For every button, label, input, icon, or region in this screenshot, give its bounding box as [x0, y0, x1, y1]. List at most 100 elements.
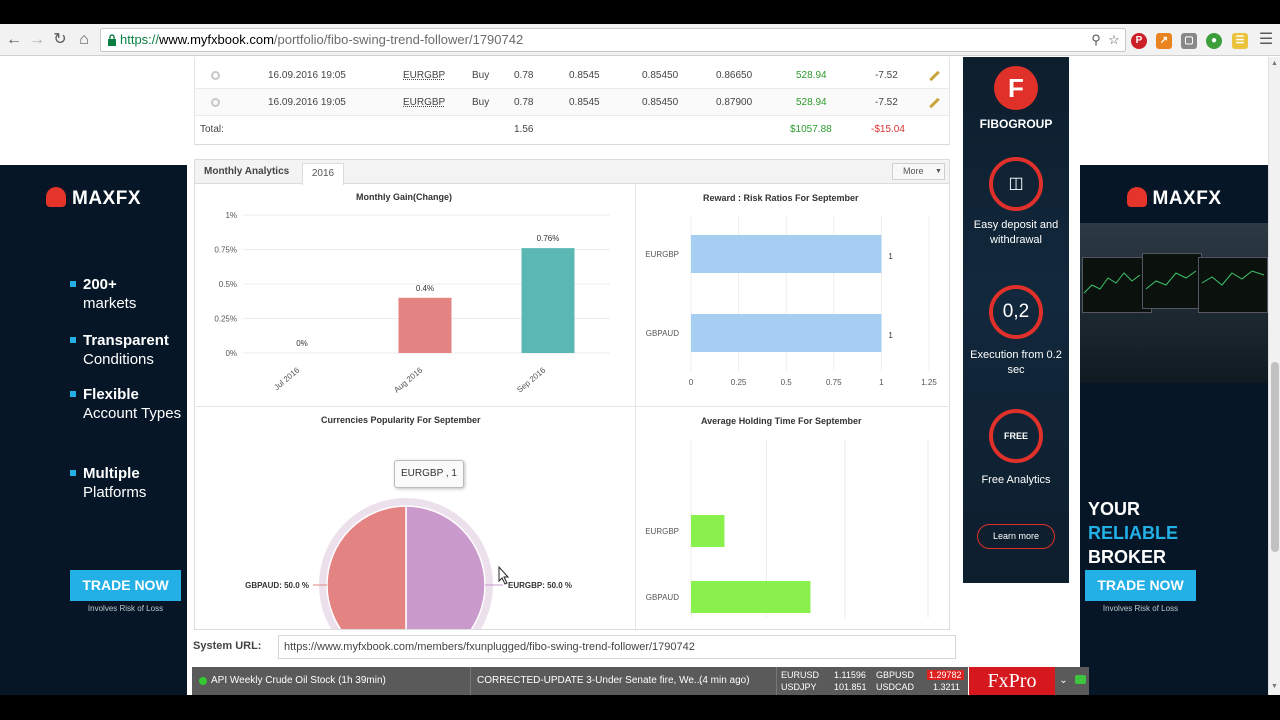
total-label: Total: — [200, 124, 224, 135]
bullet-icon — [70, 337, 76, 343]
trade-sl: 0.85450 — [642, 70, 679, 81]
maxfx-logo: MAXFX — [0, 187, 187, 210]
window-top-bar — [0, 0, 1280, 24]
trade-profit: 528.94 — [796, 97, 827, 108]
fxpro-logo[interactable]: FxPro — [969, 667, 1055, 695]
mouse-cursor-icon — [498, 565, 510, 585]
trade-swap: -7.52 — [875, 97, 898, 108]
trade-action: Buy — [472, 97, 490, 108]
ad-feature: Transparent Conditions — [83, 332, 169, 368]
pie-label: EURGBP: 50.0 % — [508, 581, 572, 590]
trade-lots: 0.78 — [514, 97, 534, 108]
menu-icon[interactable]: ☰ — [1258, 31, 1274, 48]
fibogroup-ad[interactable]: F FIBOGROUP ◫ Easy deposit and withdrawa… — [963, 57, 1069, 583]
scroll-up-icon[interactable]: ▲ — [1271, 60, 1278, 67]
ad-feature: Multiple Platforms — [83, 465, 147, 501]
pencil-icon[interactable] — [929, 70, 940, 82]
y-tick-label: EURGBP — [645, 527, 679, 536]
trade-price: 0.8545 — [569, 70, 600, 81]
free-analytics-badge: FREE — [989, 409, 1043, 463]
pinterest-extension-icon[interactable]: P — [1131, 33, 1147, 49]
fibo-feature-deposit: Easy deposit and withdrawal — [973, 219, 1059, 246]
bar-value-label: 0.76% — [537, 234, 560, 243]
trade-swap: -7.52 — [875, 70, 898, 81]
pie-tooltip: EURGBP , 1 — [394, 460, 464, 488]
y-tick-label: 1% — [225, 211, 237, 220]
lock-icon — [108, 34, 116, 46]
x-tick-label: Jul 2016 — [272, 365, 301, 392]
chat-icon[interactable] — [1072, 667, 1089, 695]
system-url-field[interactable]: https://www.myfxbook.com/members/fxunplu… — [278, 635, 956, 659]
analytics-header: Monthly Analytics 2016 More ▼ — [195, 160, 949, 185]
pocket-extension-icon[interactable]: ▢ — [1181, 33, 1197, 49]
trade-symbol[interactable]: EURGBP — [403, 97, 446, 108]
trade-tp: 0.86650 — [716, 70, 753, 81]
scrollbar-thumb[interactable] — [1271, 362, 1279, 552]
page-scrollbar[interactable]: ▲ ▼ — [1268, 57, 1280, 695]
trade-now-button[interactable]: TRADE NOW — [1085, 570, 1196, 601]
trade-date: 16.09.2016 19:05 — [268, 97, 346, 108]
x-tick-label: 0.25 — [731, 378, 747, 387]
chart-title-reward-risk: Reward : Risk Ratios For September — [703, 193, 859, 203]
bullet-icon — [70, 281, 76, 287]
forward-arrow-icon[interactable]: → — [29, 31, 45, 48]
ticker-item[interactable]: API Weekly Crude Oil Stock (1h 39min) — [211, 675, 386, 686]
risk-disclaimer: Involves Risk of Loss — [1102, 604, 1179, 613]
news-ticker[interactable]: API Weekly Crude Oil Stock (1h 39min) CO… — [192, 667, 968, 695]
bookmark-star-icon[interactable]: ☆ — [1108, 32, 1120, 47]
zoom-icon[interactable]: ⚲ — [1091, 32, 1101, 47]
x-tick-label: 1.25 — [921, 378, 937, 387]
bar-value-label: 0.4% — [416, 284, 434, 293]
x-tick-label: 0 — [689, 378, 694, 387]
tab-year[interactable]: 2016 — [302, 163, 344, 185]
ad-feature: Flexible Account Types — [83, 386, 182, 422]
quote-value: 101.851 — [834, 682, 867, 692]
bullet-icon — [70, 470, 76, 476]
green-extension-icon[interactable]: ● — [1206, 33, 1222, 49]
home-icon[interactable]: ⌂ — [79, 31, 89, 48]
monthly-analytics-widget: Monthly Analytics 2016 More ▼ Monthly Gai… — [194, 159, 950, 630]
trade-symbol[interactable]: EURGBP — [403, 70, 446, 81]
reload-icon[interactable]: ↻ — [53, 31, 67, 48]
learn-more-button[interactable]: Learn more — [977, 524, 1055, 549]
chevron-down-icon[interactable]: ⌄ — [1055, 667, 1072, 695]
back-arrow-icon[interactable]: ← — [6, 31, 22, 48]
trade-sl: 0.85450 — [642, 97, 679, 108]
trade-now-button[interactable]: TRADE NOW — [70, 570, 181, 601]
chart-title-holding-time: Average Holding Time For September — [701, 416, 862, 426]
ticker-divider — [470, 667, 471, 695]
ad-headline: YOUR RELIABLE BROKER — [1088, 499, 1178, 567]
pie-slice — [326, 505, 407, 629]
paperclip-icon[interactable] — [209, 96, 222, 109]
quote-name: GBPUSD — [876, 670, 915, 680]
trade-profit: 528.94 — [796, 70, 827, 81]
total-lots: 1.56 — [514, 124, 534, 135]
scroll-down-icon[interactable]: ▼ — [1271, 683, 1278, 690]
chart-extension-icon[interactable]: ↗ — [1156, 33, 1172, 49]
page-content: 16.09.2016 19:05 EURGBP Buy 0.78 0.8545 … — [0, 57, 1268, 720]
x-tick-label: Sep 2016 — [515, 365, 547, 394]
maxfx-ad-right[interactable]: MAXFX YOUR RELIABLE BROKER TRADE NOW Invol… — [1080, 165, 1268, 720]
more-button[interactable]: More ▼ — [892, 163, 945, 180]
y-tick-label: EURGBP — [645, 250, 679, 259]
total-profit: $1057.88 — [790, 124, 832, 135]
ticker-divider — [776, 667, 777, 695]
ticker-item[interactable]: CORRECTED-UPDATE 3-Under Senate fire, We… — [477, 675, 703, 686]
table-row: 16.09.2016 19:05 EURGBP Buy 0.78 0.8545 … — [195, 62, 949, 89]
paperclip-icon[interactable] — [209, 69, 222, 82]
trade-date: 16.09.2016 19:05 — [268, 70, 346, 81]
maxfx-logo-icon — [46, 187, 66, 207]
quote-value: 1.11596 — [834, 670, 866, 680]
notes-extension-icon[interactable]: ☰ — [1232, 33, 1248, 49]
address-bar[interactable]: https://www.myfxbook.com/portfolio/fibo-… — [100, 28, 1126, 52]
quote-value: 1.3211 — [933, 682, 960, 692]
trading-desk-image — [1080, 223, 1268, 383]
pencil-icon[interactable] — [929, 97, 940, 109]
x-tick-label: 0.75 — [826, 378, 842, 387]
maxfx-ad-left[interactable]: MAXFX 200+ markets Transparent Conditions … — [0, 165, 187, 720]
panel-divider — [195, 406, 949, 407]
x-tick-label: 0.5 — [781, 378, 793, 387]
bar-value-label: 1 — [888, 331, 893, 340]
chart-title-currencies: Currencies Popularity For September — [321, 415, 481, 425]
